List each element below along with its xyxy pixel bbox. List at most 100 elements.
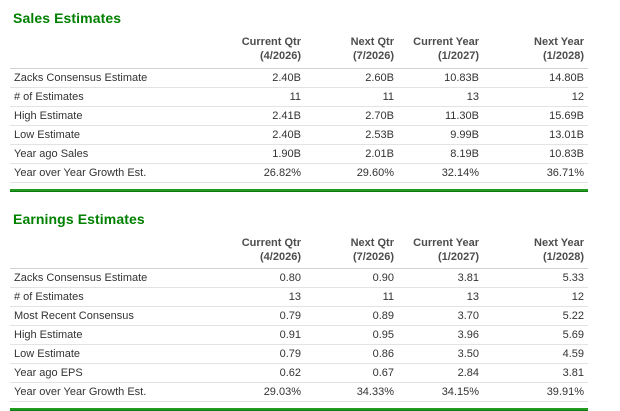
row-value: 13 [398,287,483,308]
sales-header-row: Current Qtr (4/2026) Next Qtr (7/2026) C… [10,33,588,69]
column-header-current-qtr: Current Qtr (4/2026) [215,233,305,270]
row-value: 3.96 [398,325,483,346]
column-header-current-year: Current Year (1/2027) [398,233,483,270]
row-value: 2.53B [305,125,398,145]
table-row: # of Estimates 11 11 13 12 [10,87,588,107]
table-row: Zacks Consensus Estimate 2.40B 2.60B 10.… [10,68,588,88]
row-value: 10.83B [398,68,483,88]
table-row: Most Recent Consensus 0.79 0.89 3.70 5.2… [10,306,588,327]
sales-estimates-section: Sales Estimates Current Qtr (4/2026) Nex… [10,10,588,192]
earnings-estimates-section: Earnings Estimates Current Qtr (4/2026) … [10,211,588,411]
table-row: High Estimate 0.91 0.95 3.96 5.69 [10,325,588,346]
sales-estimates-table: Current Qtr (4/2026) Next Qtr (7/2026) C… [10,33,588,183]
column-label: Current Qtr [241,236,301,249]
row-value: 0.89 [305,306,398,327]
column-header-current-year: Current Year (1/2027) [398,33,483,69]
row-value: 26.82% [215,163,305,183]
row-value: 3.50 [398,344,483,365]
column-header-next-qtr: Next Qtr (7/2026) [305,33,398,69]
row-value: 2.40B [215,68,305,88]
row-label: Zacks Consensus Estimate [10,68,215,88]
column-sublabel: (1/2027) [438,50,479,63]
row-value: 36.71% [483,163,588,183]
row-value: 8.19B [398,144,483,164]
table-row: Year ago EPS 0.62 0.67 2.84 3.81 [10,363,588,384]
row-label: Zacks Consensus Estimate [10,268,215,289]
column-sublabel: (7/2026) [353,250,394,263]
row-value: 0.80 [215,268,305,289]
column-sublabel: (7/2026) [353,50,394,63]
row-value: 2.84 [398,363,483,384]
row-label: High Estimate [10,106,215,126]
column-label: Next Year [534,236,584,249]
table-row: Low Estimate 2.40B 2.53B 9.99B 13.01B [10,125,588,145]
column-sublabel: (4/2026) [260,50,301,63]
row-value: 10.83B [483,144,588,164]
column-label: Current Year [413,36,479,48]
row-label: High Estimate [10,325,215,346]
table-row: Year over Year Growth Est. 29.03% 34.33%… [10,382,588,403]
row-value: 3.70 [398,306,483,327]
column-sublabel: (1/2028) [543,250,584,263]
row-value: 34.15% [398,382,483,403]
row-value: 0.79 [215,344,305,365]
row-value: 0.62 [215,363,305,384]
column-header-next-qtr: Next Qtr (7/2026) [305,233,398,270]
column-label: Current Qtr [241,36,301,48]
row-value: 34.33% [305,382,398,403]
row-value: 2.70B [305,106,398,126]
row-value: 5.33 [483,268,588,289]
row-value: 11.30B [398,106,483,126]
column-sublabel: (1/2027) [438,250,479,263]
table-row: High Estimate 2.41B 2.70B 11.30B 15.69B [10,106,588,126]
earnings-section-title: Earnings Estimates [13,210,145,227]
row-value: 12 [483,287,588,308]
row-value: 0.86 [305,344,398,365]
header-spacer [10,33,215,69]
table-row: Year over Year Growth Est. 26.82% 29.60%… [10,163,588,183]
column-label: Next Qtr [350,236,394,249]
row-value: 2.60B [305,68,398,88]
table-row: # of Estimates 13 11 13 12 [10,287,588,308]
row-label: Year over Year Growth Est. [10,163,215,183]
row-value: 29.60% [305,163,398,183]
column-label: Next Qtr [350,36,394,48]
row-value: 11 [215,87,305,107]
column-label: Current Year [413,236,479,249]
row-value: 11 [305,287,398,308]
row-value: 0.79 [215,306,305,327]
row-label: # of Estimates [10,87,215,107]
row-value: 39.91% [483,382,588,403]
row-value: 2.01B [305,144,398,164]
row-label: Year over Year Growth Est. [10,382,215,403]
row-label: Low Estimate [10,125,215,145]
row-value: 11 [305,87,398,107]
row-value: 0.91 [215,325,305,346]
earnings-header-row: Current Qtr (4/2026) Next Qtr (7/2026) C… [10,233,588,270]
row-value: 12 [483,87,588,107]
row-value: 0.67 [305,363,398,384]
row-value: 3.81 [483,363,588,384]
sales-section-title: Sales Estimates [13,10,122,26]
row-value: 5.22 [483,306,588,327]
column-header-current-qtr: Current Qtr (4/2026) [215,33,305,69]
row-value: 32.14% [398,163,483,183]
row-value: 29.03% [215,382,305,403]
header-spacer [10,233,215,270]
row-value: 3.81 [398,268,483,289]
row-value: 13.01B [483,125,588,145]
row-label: # of Estimates [10,287,215,308]
row-label: Year ago Sales [10,144,215,164]
earnings-estimates-table: Current Qtr (4/2026) Next Qtr (7/2026) C… [10,233,588,403]
row-value: 2.40B [215,125,305,145]
row-value: 9.99B [398,125,483,145]
column-label: Next Year [534,36,584,48]
column-sublabel: (4/2026) [260,250,301,263]
row-value: 13 [398,87,483,107]
row-label: Low Estimate [10,344,215,365]
column-header-next-year: Next Year (1/2028) [483,33,588,69]
table-row: Year ago Sales 1.90B 2.01B 8.19B 10.83B [10,144,588,164]
row-value: 5.69 [483,325,588,346]
column-sublabel: (1/2028) [543,50,584,63]
